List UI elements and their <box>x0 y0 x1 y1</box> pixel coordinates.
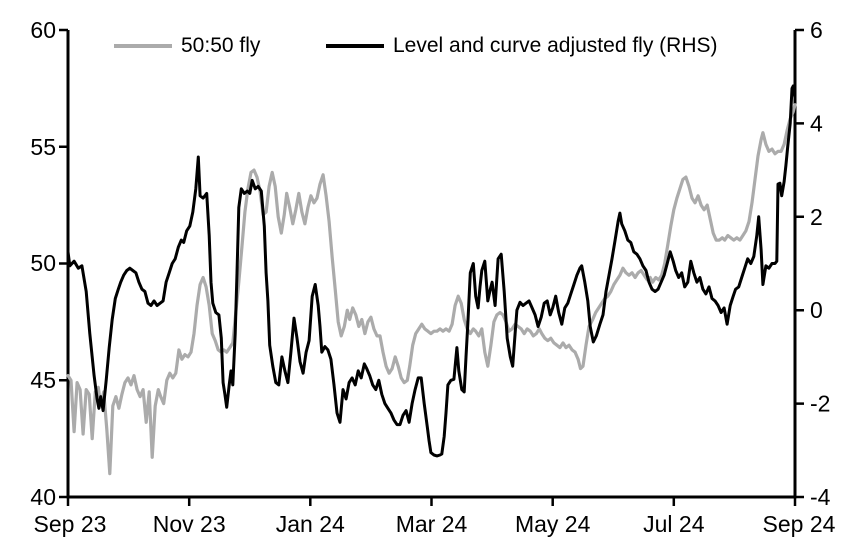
left-tick-label: 50 <box>30 250 56 276</box>
legend-item-level-curve-adjusted-fly: Level and curve adjusted fly (RHS) <box>326 34 718 58</box>
left-axis-labels: 60 55 50 45 40 <box>30 17 56 510</box>
legend-item-5050-fly: 50:50 fly <box>114 34 260 58</box>
x-tick-label: May 24 <box>515 511 591 537</box>
x-tick-label: Jan 24 <box>276 511 345 537</box>
right-axis-labels: 6 4 2 0 -2 -4 <box>810 17 831 510</box>
x-tick-label: Jul 24 <box>643 511 705 537</box>
right-tick-label: -2 <box>810 391 830 417</box>
legend-label-level-curve-adjusted-fly: Level and curve adjusted fly (RHS) <box>393 34 718 57</box>
right-tick-label: -4 <box>810 484 831 510</box>
axis-frame <box>66 30 797 499</box>
axis-tick-marks <box>59 28 804 506</box>
gray-line-swatch-icon <box>114 44 172 48</box>
x-tick-label: Sep 23 <box>34 511 107 537</box>
left-tick-label: 40 <box>30 484 56 510</box>
x-tick-label: Nov 23 <box>153 511 226 537</box>
black-line-swatch-icon <box>326 44 384 48</box>
series-line-5050-fly <box>66 103 797 476</box>
x-tick-label: Mar 24 <box>396 511 468 537</box>
left-tick-label: 60 <box>30 17 56 43</box>
x-tick-label: Sep 24 <box>763 511 836 537</box>
legend-label-5050-fly: 50:50 fly <box>181 34 261 57</box>
right-tick-label: 2 <box>810 204 823 230</box>
right-tick-label: 4 <box>810 110 823 136</box>
left-tick-label: 55 <box>30 134 56 160</box>
right-tick-label: 6 <box>810 17 823 43</box>
series-line-level-curve-adjusted-fly <box>66 84 797 458</box>
left-tick-label: 45 <box>30 367 56 393</box>
right-tick-label: 0 <box>810 297 823 323</box>
x-axis-labels: Sep 23 Nov 23 Jan 24 Mar 24 May 24 Jul 2… <box>34 511 836 537</box>
